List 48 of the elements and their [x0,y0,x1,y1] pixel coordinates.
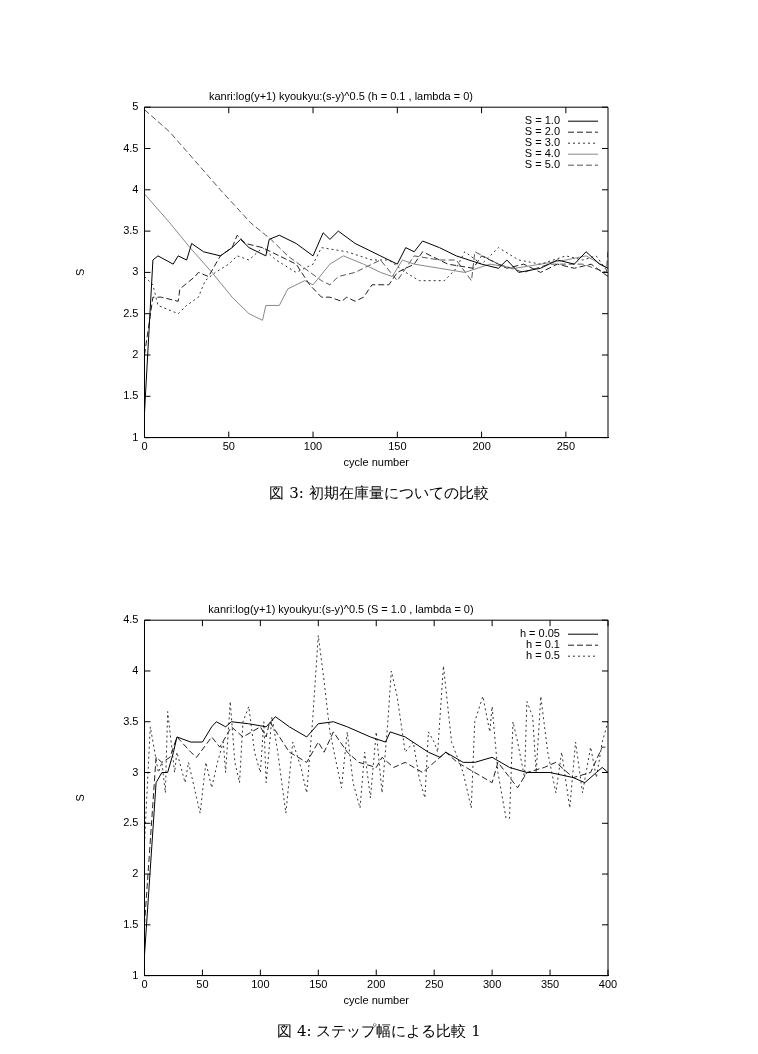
chart-title: kanri:log(y+1) kyoukyu:(s-y)^0.5 (h = 0.1 , lambda = 0) [208,89,474,102]
legend-label: h = 0.05 [519,627,560,640]
x-tick-label: 50 [222,440,235,453]
x-tick-label: 50 [196,978,209,991]
x-tick-label: 200 [472,440,491,453]
y-tick-label: 3.5 [123,224,139,237]
y-tick-label: 1.5 [123,917,139,930]
y-tick-label: 3.5 [123,714,139,727]
y-axis-title: S [73,268,86,277]
x-tick-label: 400 [598,978,618,991]
y-tick-label: 4.5 [123,613,139,626]
y-tick-label: 4 [132,182,139,195]
y-tick-label: 1 [132,430,139,443]
caption: 図 3: 初期在庫量についての比較 [268,484,490,503]
legend-label: h = 0.5 [526,649,560,662]
x-tick-label: 350 [540,978,560,991]
y-tick-label: 1.5 [123,389,139,402]
y-tick-label: 3 [132,265,139,278]
y-axis-title: S [73,794,86,802]
caption: 図 4: ステップ幅による比較 1 [276,1022,482,1041]
y-tick-label: 3 [132,765,139,778]
x-tick-label: 250 [556,440,576,453]
x-tick-label: 100 [303,440,323,453]
y-tick-label: 5 [132,100,139,113]
x-tick-label: 100 [251,978,270,991]
x-tick-label: 0 [141,440,148,453]
legend-label: h = 0.1 [526,638,560,651]
legend-label: S = 2.0 [524,125,560,138]
y-tick-label: 4 [132,664,139,676]
y-tick-label: 2.5 [123,306,139,319]
legend-label: S = 4.0 [524,147,560,160]
legend-label: S = 5.0 [524,158,560,171]
y-tick-label: 2.5 [123,816,139,829]
x-tick-label: 200 [367,978,386,991]
x-tick-label: 300 [482,978,502,991]
y-tick-label: 2 [132,867,139,880]
x-axis-title: cycle number [343,456,410,469]
x-tick-label: 0 [141,978,148,991]
legend-label: S = 3.0 [524,136,560,149]
x-tick-label: 150 [309,978,328,991]
legend-label: S = 1.0 [524,114,560,127]
chart-title: kanri:log(y+1) kyoukyu:(s-y)^0.5 (S = 1.0 , lambda = 0) [208,602,474,615]
x-axis-title: cycle number [343,994,410,1007]
x-tick-label: 150 [388,440,407,453]
y-tick-label: 4.5 [123,141,139,154]
x-tick-label: 250 [425,978,444,991]
y-tick-label: 2 [132,348,139,361]
y-tick-label: 1 [132,968,139,981]
